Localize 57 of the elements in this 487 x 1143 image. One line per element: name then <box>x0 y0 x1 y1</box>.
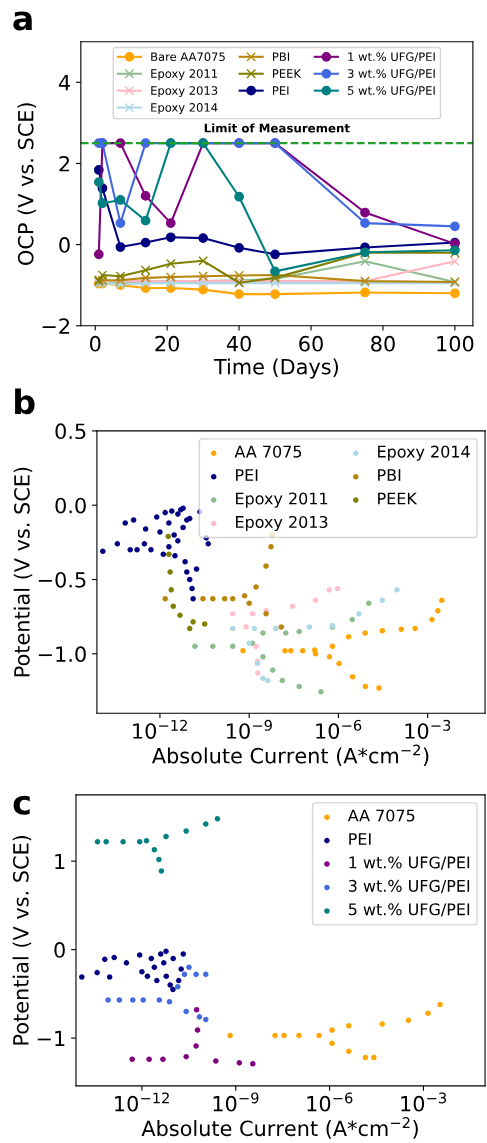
x-tick-label: 10$^{−9}$ <box>213 1092 259 1112</box>
legend-label: PEI <box>349 833 371 845</box>
x-tick-label: 10$^{−6}$ <box>307 1092 353 1112</box>
legend-label: Epoxy 2011 <box>151 69 218 81</box>
x-tick-label: 20 <box>155 335 180 352</box>
y-tick-label: 4 <box>58 75 70 91</box>
x-tick-label: 10$^{−6}$ <box>316 719 362 739</box>
y-tick-label: −0.5 <box>38 571 86 588</box>
x-tick-label: 100 <box>437 335 474 352</box>
legend-label: PEEK <box>273 69 302 78</box>
chart-title: a <box>13 11 32 31</box>
x-tick-label: 60 <box>299 335 323 352</box>
x-tick-label: 10$^{−3}$ <box>401 1092 447 1112</box>
x-tick-label: 40 <box>226 335 251 352</box>
legend-label: Bare AA7075 <box>151 52 225 62</box>
legend-label: 3 wt.% UFG/PEI <box>347 69 435 79</box>
chart-title: c <box>13 795 30 815</box>
legend-label: PBI <box>273 52 290 61</box>
legend-label: 1 wt.% UFG/PEI <box>348 52 435 62</box>
y-tick-label: −1 <box>37 1030 65 1046</box>
y-tick-label: 0.5 <box>55 423 86 440</box>
y-tick-label: 2 <box>59 155 70 172</box>
legend-label: PBI <box>378 469 401 481</box>
legend-label: 1 wt.% UFG/PEI <box>349 856 470 870</box>
y-axis-title: Potential (V vs. SCE) <box>12 835 32 1045</box>
y-tick-label: −1.0 <box>38 646 86 663</box>
x-axis-title: Time (Days) <box>213 358 338 379</box>
x-axis-title: Absolute Current (A*cm$^{−2}$) <box>141 1117 418 1139</box>
x-tick-label: 0 <box>89 335 101 352</box>
legend-label: Epoxy 2011 <box>236 492 328 508</box>
y-axis-title: OCP (V vs. SCE) <box>17 103 37 265</box>
legend-label: AA 7075 <box>234 445 302 458</box>
legend-label: 5 wt.% UFG/PEI <box>348 903 470 917</box>
x-tick-label: 10$^{−3}$ <box>405 719 451 739</box>
y-tick-label: 1 <box>55 853 65 870</box>
legend-label: PEEK <box>378 492 418 505</box>
legend-label: PEI <box>273 86 289 95</box>
y-tick-label: 0 <box>54 942 65 958</box>
x-tick-label: 10$^{−12}$ <box>133 719 187 739</box>
legend-label: 5 wt.% UFG/PEI <box>347 86 435 96</box>
y-tick-label: −2 <box>42 318 70 334</box>
ref-line-label: Limit of Measurement <box>204 123 350 133</box>
legend-label: Epoxy 2014 <box>151 103 218 115</box>
chart-title: b <box>15 388 35 415</box>
legend-label: PEI <box>236 469 258 481</box>
legend-label: 3 wt.% UFG/PEI <box>348 879 470 894</box>
legend-label: Epoxy 2014 <box>378 445 470 461</box>
legend-label: AA 7075 <box>347 809 415 822</box>
x-tick-label: 10$^{−9}$ <box>227 719 272 739</box>
x-axis-title: Absolute Current (A*cm$^{−2}$) <box>151 744 429 767</box>
x-tick-label: 10$^{−12}$ <box>115 1092 169 1112</box>
legend-label: Epoxy 2013 <box>236 515 328 532</box>
y-axis-title: Potential (V vs. SCE) <box>13 467 33 677</box>
y-tick-label: 0 <box>59 237 70 253</box>
legend-label: Epoxy 2013 <box>151 86 218 98</box>
y-tick-label: 0.0 <box>55 497 86 514</box>
x-tick-label: 80 <box>371 335 395 352</box>
